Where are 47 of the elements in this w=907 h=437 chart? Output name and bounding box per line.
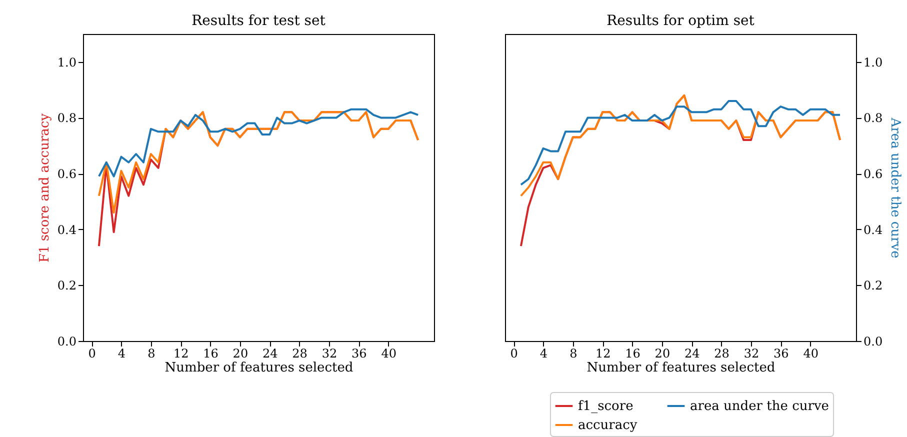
x-tick-label: 4 <box>118 346 126 360</box>
x-tick-label: 24 <box>262 346 278 360</box>
chart-title: Results for test set <box>192 13 326 29</box>
x-axis-title: Number of features selected <box>164 360 354 376</box>
x-tick-label: 16 <box>625 346 640 360</box>
x-axis-title: Number of features selected <box>586 360 776 376</box>
x-tick-label: 40 <box>381 346 397 360</box>
x-tick-label: 16 <box>203 346 218 360</box>
x-tick-label: 28 <box>292 346 308 360</box>
x-tick-label: 8 <box>148 346 156 360</box>
legend-label: f1_score <box>578 399 634 414</box>
x-tick-label: 32 <box>322 346 338 360</box>
x-tick-label: 28 <box>714 346 730 360</box>
y2-axis-title: Area under the curve <box>888 116 903 259</box>
y2-tick-label: 0.8 <box>864 111 883 126</box>
y-tick-label: 1.0 <box>57 55 76 70</box>
y-axis-title: F1 score and accuracy <box>37 112 52 263</box>
y2-tick-label: 0.6 <box>864 167 883 182</box>
x-tick-label: 24 <box>684 346 700 360</box>
line-series <box>98 108 420 178</box>
x-tick-label: 0 <box>510 346 518 360</box>
x-tick-label: 8 <box>570 346 578 360</box>
y-tick-label: 0.6 <box>57 167 76 182</box>
x-tick-label: 12 <box>173 346 189 360</box>
legend-label: accuracy <box>578 418 638 433</box>
y2-tick-label: 0.2 <box>864 278 883 293</box>
y2-tick-label: 1.0 <box>864 55 883 70</box>
x-tick-label: 12 <box>595 346 611 360</box>
line-series <box>98 111 420 214</box>
y2-tick-label: 0.4 <box>864 222 883 237</box>
line-series <box>520 94 842 197</box>
x-tick-label: 0 <box>88 346 96 360</box>
y-tick-label: 0.0 <box>57 334 76 348</box>
x-tick-label: 4 <box>540 346 548 360</box>
x-tick-label: 20 <box>232 346 248 360</box>
y-tick-label: 0.8 <box>57 111 76 126</box>
x-tick-label: 36 <box>774 346 789 360</box>
y-tick-label: 0.4 <box>57 222 77 237</box>
x-tick-label: 32 <box>744 346 760 360</box>
x-tick-label: 20 <box>654 346 670 360</box>
y-tick-label: 0.2 <box>57 278 76 293</box>
line-series <box>520 100 842 186</box>
chart-title: Results for optim set <box>606 13 755 29</box>
x-tick-label: 40 <box>803 346 819 360</box>
legend-label: area under the curve <box>690 399 830 414</box>
y2-tick-label: 0.0 <box>864 334 883 348</box>
x-tick-label: 36 <box>352 346 367 360</box>
